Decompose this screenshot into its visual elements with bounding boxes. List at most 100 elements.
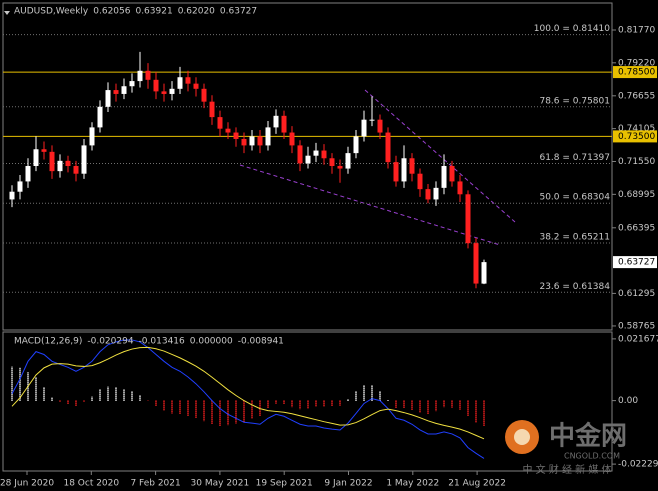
candle-body	[329, 158, 335, 166]
candle-body	[281, 115, 287, 133]
y-tick-label: 0.76655	[618, 91, 655, 101]
candle-body	[201, 88, 207, 102]
x-tick-label: 28 Jun 2020	[0, 479, 54, 489]
candle-body	[377, 119, 383, 133]
header-value: 0.000000	[190, 337, 233, 347]
header-value: 0.63727	[220, 7, 257, 17]
candle-body	[33, 149, 39, 166]
brand: 中金网	[549, 421, 627, 452]
candle-body	[297, 145, 303, 164]
y-tick-label: 0.68995	[618, 190, 655, 200]
trend-line	[364, 89, 516, 223]
x-tick-label: 21 Aug 2022	[448, 479, 506, 489]
level-tag	[613, 66, 657, 79]
y-tick-label: 0.79220	[618, 58, 655, 68]
x-tick-label: 30 May 2021	[191, 479, 250, 489]
fibo-label: 78.6 = 0.75801	[539, 96, 610, 106]
candle-body	[481, 262, 487, 284]
candle-body	[425, 189, 431, 200]
candle-body	[25, 165, 31, 182]
candle-body	[97, 106, 103, 128]
header-value: 0.62020	[178, 7, 215, 17]
y-tick-label: 0.021677	[618, 334, 658, 344]
candle-body	[441, 165, 447, 188]
candle-body	[409, 158, 415, 174]
candle-body	[209, 101, 215, 118]
candle-body	[449, 165, 455, 182]
price-panel	[2, 2, 613, 331]
y-tick-label: 0.61295	[618, 289, 655, 299]
candle-body	[353, 136, 359, 154]
fibo-label: 61.8 = 0.71397	[539, 153, 610, 163]
candle-body	[89, 127, 95, 146]
fibo-label: 38.2 = 0.65211	[539, 233, 610, 243]
candle-body	[233, 132, 239, 139]
candle-body	[465, 194, 471, 244]
watermark: 中金网 CNGOLD.COM 中 文 财 经 新 媒 体	[505, 420, 627, 476]
candle-body	[17, 181, 23, 192]
candle-body	[265, 127, 271, 146]
candle-body	[145, 70, 151, 80]
candle-body	[305, 155, 311, 164]
candle-body	[217, 117, 223, 129]
price-tag	[613, 256, 657, 269]
header-value: -0.013416	[139, 337, 185, 347]
candle-body	[81, 145, 87, 174]
x-tick-label: 18 Oct 2020	[63, 479, 119, 489]
y-tick-label: 0.71550	[618, 157, 655, 167]
candle-body	[225, 128, 231, 133]
x-tick-label: 9 Jan 2022	[324, 479, 372, 489]
candle-body	[105, 90, 111, 107]
candle-body	[417, 173, 423, 190]
candle-body	[121, 86, 127, 94]
candle-body	[313, 150, 319, 156]
x-tick-label: 7 Feb 2021	[130, 479, 180, 489]
candle-body	[249, 136, 255, 146]
candle-body	[273, 115, 279, 128]
fibo-label: 23.6 = 0.61384	[539, 282, 610, 292]
site: CNGOLD.COM	[564, 452, 620, 461]
candle-body	[361, 119, 367, 137]
header-value: -0.008941	[238, 337, 284, 347]
signal-line	[11, 346, 485, 440]
candle-body	[193, 83, 199, 89]
collapse-icon	[4, 11, 10, 15]
candle-body	[369, 119, 375, 121]
y-tick-label: 0.74105	[618, 124, 655, 134]
macd-title: MACD(12,26,9)	[14, 337, 82, 347]
candle-body	[345, 153, 351, 169]
y-tick-label: 0.81770	[618, 26, 655, 36]
macd-panel	[2, 331, 613, 472]
candle-body	[393, 162, 399, 182]
candle-body	[241, 138, 247, 146]
candle-body	[129, 81, 135, 87]
trend-line	[239, 164, 501, 246]
candle-body	[153, 79, 159, 92]
candle-body	[73, 165, 79, 174]
header-value: 0.63921	[135, 7, 172, 17]
fibo-label: 100.0 = 0.81410	[534, 24, 611, 34]
x-tick-label: 1 May 2022	[386, 479, 439, 489]
level-label: 0.78500	[618, 68, 655, 78]
candle-body	[41, 149, 47, 152]
candle-body	[57, 160, 63, 172]
candle-body	[49, 151, 55, 172]
candle-body	[457, 181, 463, 195]
y-tick-label: 0.66395	[618, 223, 655, 233]
candle-body	[9, 191, 15, 200]
y-tick-label: -0.022293	[618, 460, 658, 470]
y-tick-label: 0.00	[618, 396, 638, 406]
level-label: 0.73500	[618, 132, 655, 142]
slogan: 中 文 财 经 新 媒 体	[522, 463, 611, 476]
candle-body	[337, 165, 343, 169]
y-tick-label: 0.58765	[618, 321, 655, 331]
candle-body	[385, 132, 391, 163]
x-tick-label: 19 Sep 2021	[256, 479, 313, 489]
candle-body	[65, 160, 71, 166]
candle-body	[321, 150, 327, 159]
header-value: 0.62056	[93, 7, 130, 17]
candle-body	[177, 77, 183, 89]
candle-body	[401, 158, 407, 182]
candle-body	[113, 90, 119, 94]
